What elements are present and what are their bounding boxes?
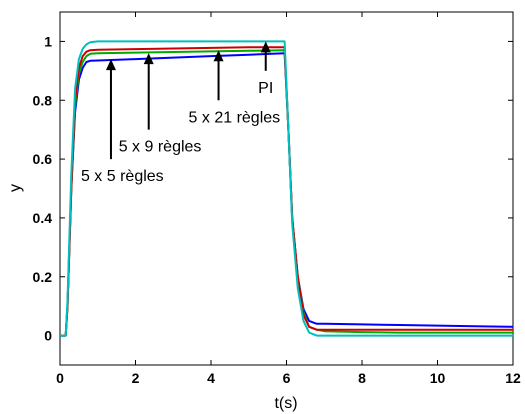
x-tick-label: 6: [283, 370, 291, 386]
axis-ticks: 0 2 4 6 8 10 12 0 0.2 0.4 0.6 0.8 1: [33, 12, 521, 386]
y-axis-label: y: [7, 184, 24, 192]
x-tick-label: 2: [132, 370, 140, 386]
series-lines: [60, 40, 513, 337]
annotation-label: 5 x 5 règles: [81, 168, 164, 185]
y-tick-label: 1: [44, 33, 52, 49]
y-tick-label: 0.4: [33, 210, 53, 226]
annotation-arrow-head: [213, 50, 224, 62]
annotation-label: 5 x 21 règles: [189, 109, 281, 126]
y-tick-label: 0.8: [33, 92, 53, 108]
y-tick-label: 0: [44, 328, 52, 344]
annotation-arrow-head: [143, 53, 154, 65]
series-line-3: [60, 46, 513, 337]
x-tick-label: 0: [56, 370, 64, 386]
annotations: 5 x 5 règles 5 x 9 règles 5 x 21 règles PI: [81, 41, 280, 185]
annotation-label: 5 x 9 règles: [119, 139, 202, 156]
annotation-arrow-head: [105, 59, 116, 71]
x-tick-label: 12: [505, 370, 521, 386]
y-tick-label: 0.2: [33, 269, 53, 285]
annotation-arrow-head: [260, 41, 271, 53]
x-axis-label: t(s): [274, 395, 297, 412]
x-tick-label: 10: [430, 370, 446, 386]
annotation-label: PI: [258, 80, 273, 97]
y-tick-label: 0.6: [33, 151, 53, 167]
x-tick-label: 8: [358, 370, 366, 386]
x-tick-label: 4: [207, 370, 215, 386]
series-line-4: [60, 40, 513, 337]
